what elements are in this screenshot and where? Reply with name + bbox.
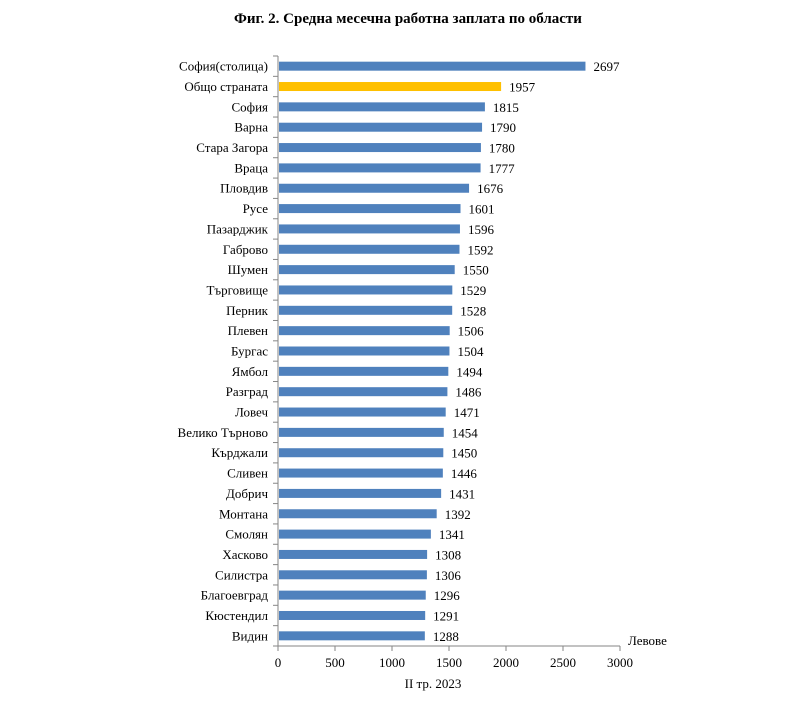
bar [279, 631, 425, 641]
data-label: 1596 [468, 222, 495, 237]
bar [279, 102, 485, 112]
category-label: София(столица) [179, 59, 268, 74]
bar [279, 468, 443, 478]
bar [279, 570, 427, 580]
bar [279, 407, 446, 417]
data-label: 1450 [451, 446, 477, 461]
x-tick-label: 2500 [550, 655, 576, 670]
unit-label: Левове [628, 633, 667, 648]
data-label: 1341 [439, 527, 465, 542]
data-label: 1592 [467, 242, 493, 257]
bar [279, 346, 450, 356]
category-label: Хасково [222, 547, 268, 562]
bar [279, 610, 426, 620]
category-label: Русе [243, 201, 269, 216]
category-label: Благоевград [201, 588, 269, 603]
data-label: 1957 [509, 80, 536, 95]
category-label: София [231, 99, 268, 114]
data-label: 1471 [454, 405, 480, 420]
bar [279, 427, 444, 437]
category-label: Видин [232, 628, 268, 643]
bar [279, 326, 450, 336]
category-label: Търговище [206, 282, 268, 297]
bar [279, 285, 453, 295]
data-label: 1550 [463, 263, 489, 278]
data-label: 1494 [456, 364, 483, 379]
data-label: 1392 [445, 507, 471, 522]
category-label: Смолян [225, 527, 268, 542]
bar [279, 387, 448, 397]
category-label: Плевен [228, 323, 268, 338]
bar [279, 204, 461, 214]
x-axis-label: II тр. 2023 [405, 676, 462, 691]
bar [279, 244, 460, 254]
bar [279, 509, 437, 519]
data-label: 1291 [433, 608, 459, 623]
data-label: 1296 [434, 588, 461, 603]
bar [279, 265, 455, 275]
data-label: 1790 [490, 120, 516, 135]
category-label: Общо страната [184, 79, 268, 94]
category-label: Кюстендил [205, 608, 268, 623]
category-label: Перник [226, 303, 269, 318]
category-label: Ловеч [235, 405, 269, 420]
category-label: Ямбол [232, 364, 269, 379]
category-label: Пазарджик [207, 221, 269, 236]
data-label: 1454 [452, 425, 479, 440]
data-label: 1529 [460, 283, 486, 298]
x-tick-label: 0 [275, 655, 282, 670]
bar [279, 224, 460, 234]
bar [279, 366, 449, 376]
data-label: 1446 [451, 466, 478, 481]
bar [279, 488, 442, 498]
x-tick-label: 2000 [493, 655, 519, 670]
bar [279, 82, 502, 92]
bar [279, 590, 426, 600]
category-label: Шумен [228, 262, 268, 277]
data-label: 1815 [493, 100, 519, 115]
bar [279, 183, 470, 193]
data-label: 1504 [457, 344, 484, 359]
bar [279, 529, 431, 539]
data-label: 1486 [455, 385, 482, 400]
category-label: Кърджали [211, 445, 268, 460]
bar [279, 122, 483, 132]
data-label: 1777 [489, 161, 516, 176]
category-label: Сливен [227, 466, 268, 481]
bar [279, 448, 444, 458]
data-label: 1601 [469, 202, 495, 217]
bar [279, 305, 453, 315]
category-label: Бургас [231, 344, 268, 359]
category-label: Велико Търново [178, 425, 268, 440]
data-label: 1288 [433, 629, 459, 644]
data-label: 1431 [449, 486, 475, 501]
bar [279, 163, 481, 173]
category-label: Стара Загора [196, 140, 268, 155]
category-label: Монтана [219, 506, 268, 521]
chart-title: Фиг. 2. Средна месечна работна заплата п… [234, 11, 582, 27]
bar [279, 61, 586, 71]
category-label: Добрич [226, 486, 268, 501]
category-label: Варна [234, 120, 268, 135]
x-tick-label: 3000 [607, 655, 633, 670]
category-label: Враца [234, 160, 268, 175]
data-label: 1308 [435, 547, 461, 562]
x-tick-label: 1000 [379, 655, 405, 670]
data-label: 1676 [477, 181, 504, 196]
bar [279, 549, 428, 559]
category-label: Силистра [215, 567, 268, 582]
data-label: 1506 [458, 324, 485, 339]
data-label: 1780 [489, 141, 515, 156]
data-label: 2697 [593, 59, 620, 74]
x-tick-label: 500 [325, 655, 345, 670]
bar [279, 143, 481, 153]
data-label: 1306 [435, 568, 462, 583]
data-label: 1528 [460, 303, 486, 318]
category-label: Разград [226, 384, 269, 399]
category-label: Габрово [223, 242, 268, 257]
category-label: Пловдив [220, 181, 268, 196]
x-tick-label: 1500 [436, 655, 462, 670]
